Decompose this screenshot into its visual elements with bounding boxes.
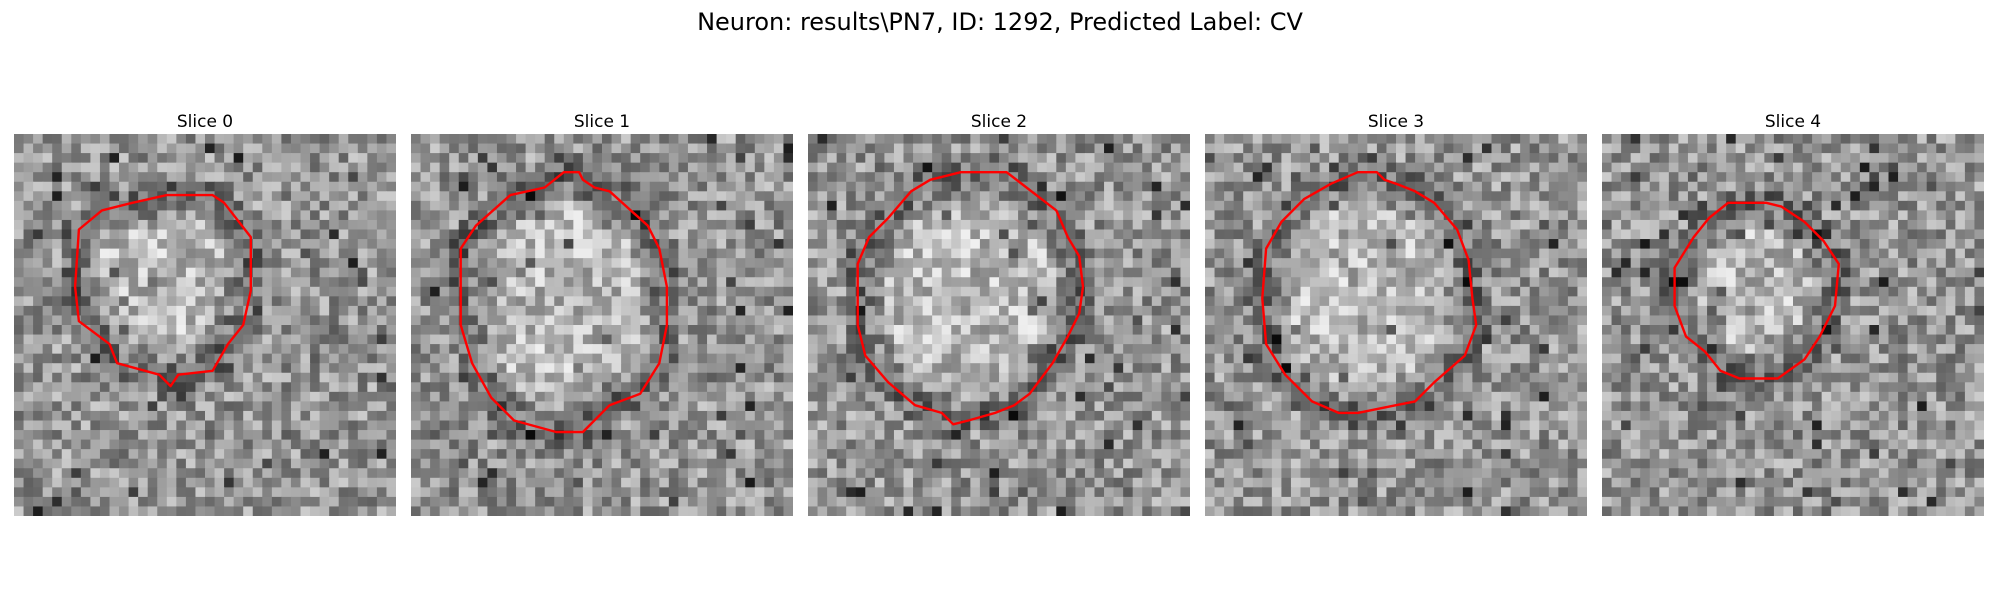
em-slice-image [1602,134,1984,516]
slice-panel-0: Slice 0 [14,110,396,516]
pixel-grid [1205,134,1587,516]
slice-image [411,134,793,516]
segmentation-contour [856,171,1085,426]
pixel-grid [1602,134,1984,516]
em-slice-image [1205,134,1587,516]
segmentation-contour [1261,171,1478,415]
segmentation-contour [73,193,253,388]
em-slice-image [411,134,793,516]
slice-title: Slice 3 [1367,112,1425,132]
slice-title: Slice 2 [970,112,1028,132]
slice-panel-4: Slice 4 [1602,110,1984,516]
slice-panel-3: Slice 3 [1205,110,1587,516]
slice-title: Slice 0 [176,112,234,132]
segmentation-contour [1673,201,1841,380]
slice-image [14,134,396,516]
slice-image [1205,134,1587,516]
em-slice-image [14,134,396,516]
pixel-grid [411,134,793,516]
slice-title: Slice 4 [1764,112,1822,132]
slice-image [808,134,1190,516]
pixel-grid [808,134,1190,516]
em-slice-image [808,134,1190,516]
slice-title: Slice 1 [573,112,631,132]
figure-title: Neuron: results\PN7, ID: 1292, Predicted… [697,8,1303,36]
slice-panel-1: Slice 1 [411,110,793,516]
pixel-grid [14,134,396,516]
slice-panel-2: Slice 2 [808,110,1190,516]
slice-image [1602,134,1984,516]
segmentation-contour [459,171,669,434]
